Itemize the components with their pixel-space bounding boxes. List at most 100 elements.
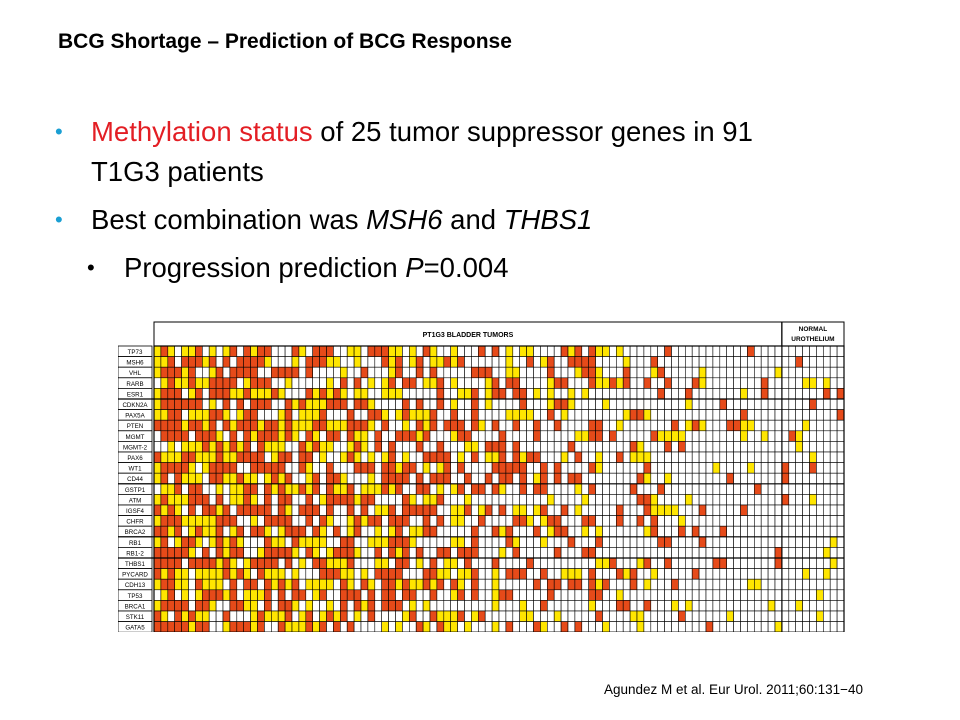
heatmap-cell xyxy=(795,504,803,516)
heatmap-cell xyxy=(753,578,762,591)
heatmap-cell xyxy=(740,610,748,622)
heatmap-cell xyxy=(395,419,403,432)
heatmap-cell xyxy=(574,398,583,410)
heatmap-cell xyxy=(747,515,755,527)
heatmap-cell xyxy=(526,504,534,516)
heatmap-cell xyxy=(264,356,272,368)
heatmap-cell xyxy=(809,557,817,569)
heatmap-cell xyxy=(305,419,314,432)
heatmap-cell xyxy=(546,621,555,633)
heatmap-cell xyxy=(698,568,707,580)
heatmap-cell xyxy=(319,388,327,400)
heatmap-cell xyxy=(678,547,686,559)
heatmap-cell xyxy=(208,621,217,633)
heatmap-cell xyxy=(698,451,707,463)
heatmap-cell xyxy=(712,589,721,601)
heatmap-cell xyxy=(774,409,783,421)
heatmap-cell xyxy=(277,472,286,485)
heatmap-cell xyxy=(243,356,251,368)
heatmap-cell xyxy=(243,472,251,485)
heatmap-cell xyxy=(691,483,700,495)
heatmap-cell xyxy=(346,578,355,591)
heatmap-cell xyxy=(450,472,458,485)
heatmap-cell xyxy=(657,451,665,463)
heatmap-cell xyxy=(705,600,714,612)
heatmap-cell xyxy=(553,377,562,389)
heatmap-cell xyxy=(457,430,465,442)
heatmap-cell xyxy=(774,472,783,485)
heatmap-cell xyxy=(822,356,831,368)
heatmap-cell xyxy=(643,398,652,410)
heatmap-cell xyxy=(243,610,251,622)
heatmap-cell xyxy=(402,409,410,421)
heatmap-cell xyxy=(816,409,824,421)
heatmap-cell xyxy=(546,388,555,400)
heatmap-cell xyxy=(264,419,272,432)
heatmap-cell xyxy=(602,398,610,410)
heatmap-cell xyxy=(795,600,803,612)
heatmap-cell xyxy=(581,462,589,474)
heatmap-cell xyxy=(574,536,583,548)
heatmap-cell xyxy=(546,398,555,410)
gene-label: MGMT-2 xyxy=(123,444,148,451)
heatmap-cell xyxy=(505,377,514,389)
heatmap-cell xyxy=(443,494,451,506)
heatmap-cell xyxy=(602,589,610,601)
heatmap-cell xyxy=(733,600,741,612)
heatmap-cell xyxy=(346,409,355,421)
heatmap-cell xyxy=(691,589,700,601)
heatmap-cell xyxy=(312,525,320,538)
heatmap-cell xyxy=(664,462,672,474)
heatmap-cell xyxy=(767,419,776,432)
heatmap-cell xyxy=(553,441,562,453)
heatmap-cell xyxy=(574,600,583,612)
heatmap-cell xyxy=(712,345,721,357)
heatmap-cell xyxy=(533,388,541,400)
heatmap-cell xyxy=(305,398,314,410)
heatmap-cell xyxy=(457,589,465,601)
heatmap-cell xyxy=(822,430,831,442)
heatmap-cell xyxy=(643,441,652,453)
heatmap-cell xyxy=(195,600,203,612)
heatmap-cell xyxy=(629,515,638,527)
heatmap-cell xyxy=(816,494,824,506)
heatmap-cell xyxy=(477,356,486,368)
heatmap-cell xyxy=(609,557,617,569)
heatmap-cell xyxy=(229,472,238,485)
heatmap-cell xyxy=(533,462,541,474)
heatmap-cell xyxy=(602,515,610,527)
heatmap-cell xyxy=(319,610,327,622)
heatmap-cell xyxy=(436,483,445,495)
heatmap-cell xyxy=(733,494,741,506)
heatmap-cell xyxy=(319,494,327,506)
heatmap-cell xyxy=(436,462,445,474)
heatmap-cell xyxy=(408,441,417,453)
heatmap-cell xyxy=(733,578,741,591)
heatmap-cell xyxy=(353,472,362,485)
heatmap-cell xyxy=(719,557,727,569)
gene-label: PAX6 xyxy=(127,455,143,462)
heatmap-cell xyxy=(450,600,458,612)
heatmap-cell xyxy=(691,419,700,432)
heatmap-cell xyxy=(298,356,307,368)
heatmap-cell xyxy=(312,472,320,485)
heatmap-cell xyxy=(774,377,783,389)
heatmap-cell xyxy=(712,472,721,485)
heatmap-cell xyxy=(526,494,534,506)
heatmap-cell xyxy=(484,589,493,601)
heatmap-cell xyxy=(381,504,389,516)
heatmap-cell xyxy=(643,610,652,622)
heatmap-cell xyxy=(160,504,169,516)
heatmap-cell xyxy=(402,621,410,633)
heatmap-cell xyxy=(519,430,527,442)
heatmap-cell xyxy=(243,366,251,379)
heatmap-cell xyxy=(167,388,175,400)
heatmap-cell xyxy=(802,525,810,538)
heatmap-cell xyxy=(188,515,196,527)
heatmap-cell xyxy=(622,472,631,485)
heatmap-cell xyxy=(726,578,734,591)
heatmap-cell xyxy=(222,494,231,506)
heatmap-cell xyxy=(450,504,458,516)
heatmap-cell xyxy=(553,557,562,569)
heatmap-cell xyxy=(202,600,210,612)
